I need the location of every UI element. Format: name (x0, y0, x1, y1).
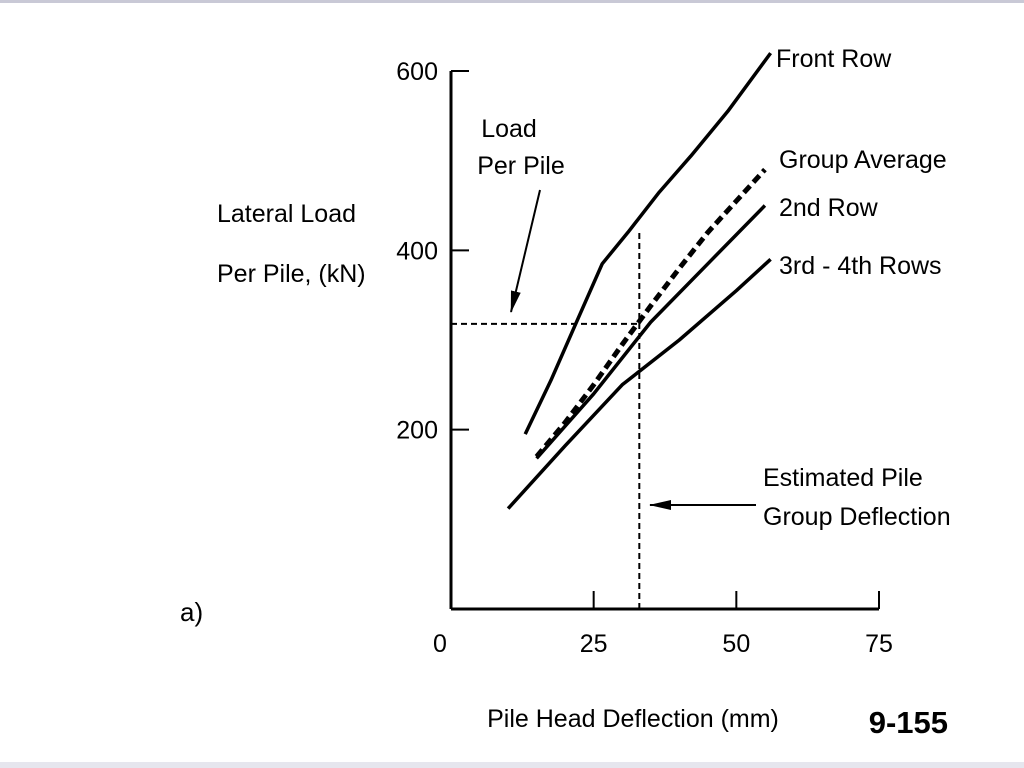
load-per-pile-label-line-2: Per Pile (477, 152, 565, 180)
estimated-deflection-label-line-2: Group Deflection (763, 503, 951, 531)
series-label-2nd-row: 2nd Row (779, 194, 879, 222)
page-number: 9-155 (869, 705, 948, 740)
estimated-deflection-label-line-1: Estimated Pile (763, 464, 923, 492)
x-axis-label: Pile Head Deflection (mm) (487, 705, 779, 733)
load-per-pile-arrow (510, 189, 541, 313)
x-tick-label-50: 50 (722, 630, 750, 658)
series-line-group-average (534, 167, 767, 459)
x-tick-label-25: 25 (580, 630, 608, 658)
load-per-pile-label-line-1: Load (481, 115, 537, 143)
y-axis-label-line-2: Per Pile, (kN) (217, 260, 366, 288)
series-label-3rd-4th-rows: 3rd - 4th Rows (779, 252, 942, 280)
panel-label: a) (180, 597, 203, 627)
series-line-3rd-4th-rows (506, 258, 772, 510)
y-tick-label-600: 600 (396, 58, 438, 86)
x-tick-label-75: 75 (865, 630, 893, 658)
bottom-rule (0, 762, 1024, 768)
y-axis-label-line-1: Lateral Load (217, 200, 356, 228)
series-label-front-row: Front Row (776, 45, 892, 73)
y-tick-label-400: 400 (396, 237, 438, 265)
series-label-group-average: Group Average (779, 146, 947, 174)
top-rule (0, 0, 1024, 3)
x-tick-label-0: 0 (433, 630, 447, 658)
series-line-front-row (523, 52, 773, 435)
y-tick-label-200: 200 (396, 417, 438, 445)
series-line-2nd-row (535, 204, 767, 460)
